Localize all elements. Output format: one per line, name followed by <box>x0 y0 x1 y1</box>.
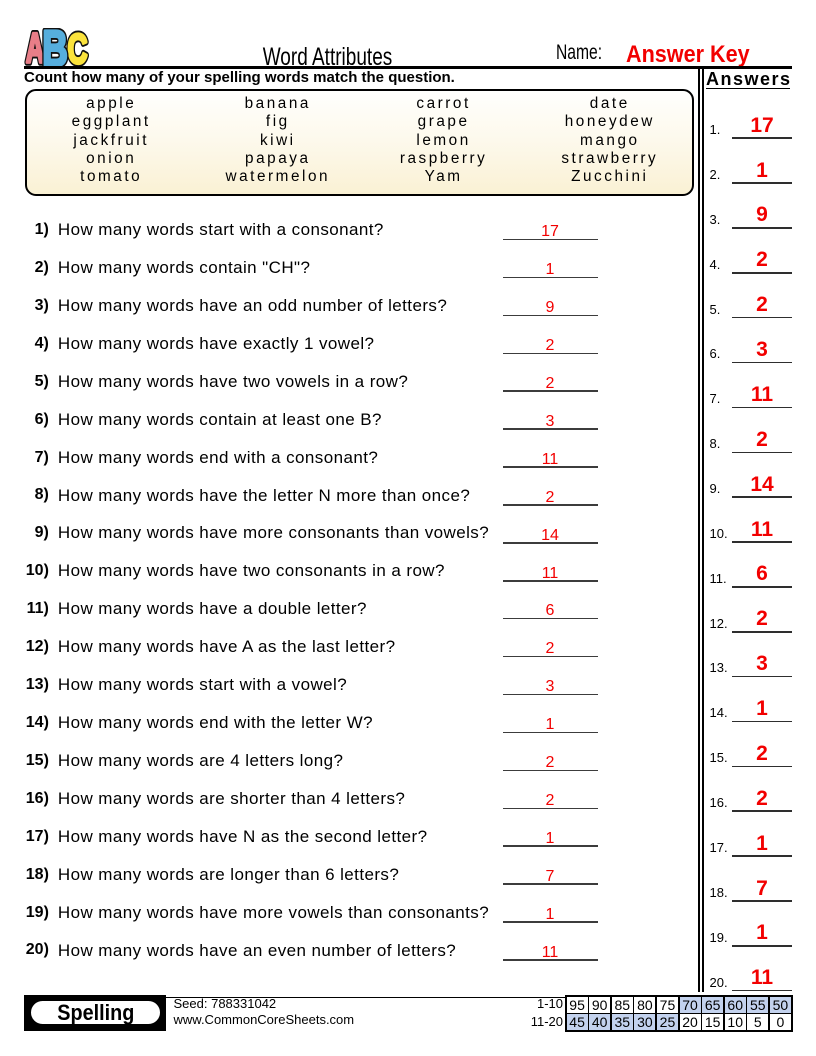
svg-text:B: B <box>42 28 67 68</box>
svg-text:C: C <box>68 28 88 68</box>
svg-text:C: C <box>68 28 88 68</box>
svg-text:A: A <box>26 28 44 68</box>
svg-text:B: B <box>42 28 67 68</box>
svg-text:A: A <box>26 28 44 68</box>
